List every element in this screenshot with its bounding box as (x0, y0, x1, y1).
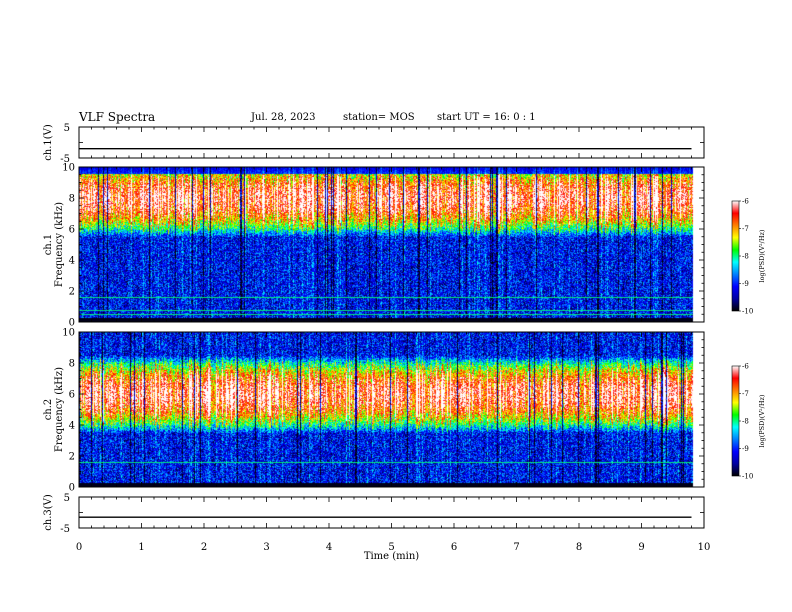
ch1-spectrogram-y-tick-label: 10 (62, 163, 75, 174)
ch3-voltage-y-tick-min: -5 (60, 524, 70, 535)
ch2-spectrogram-y-tick-label: 2 (69, 452, 75, 463)
ch1-spectrogram-y-tick-label: 6 (69, 225, 75, 236)
ch2-spectrogram-y-tick-label: 10 (62, 328, 75, 339)
ch3-voltage-y-tick-max: 5 (64, 493, 70, 504)
ch2-spectrogram-ylabel-frequency: Frequency (kHz) (54, 367, 65, 452)
ch1-colorbar-tick-label: -9 (742, 280, 749, 288)
ch2-spectrogram-ylabel-channel: ch.2 (43, 399, 54, 421)
figure-title: VLF Spectra (79, 110, 156, 124)
ch2-colorbar-tick-label: -7 (742, 390, 749, 398)
x-tick-label: 10 (698, 542, 711, 553)
ch1-colorbar-tick-label: -7 (742, 225, 749, 233)
date-label: Jul. 28, 2023 (251, 112, 316, 123)
ch1-colorbar-label: log(PSD)(V²/Hz) (758, 229, 766, 282)
ch2-colorbar-tick-label: -6 (742, 363, 749, 371)
ch2-colorbar-tick-label: -9 (742, 445, 749, 453)
ch1-spectrogram-ylabel-channel: ch.1 (43, 234, 54, 256)
ch1-voltage-ylabel: ch.1(V) (43, 124, 54, 161)
ch3-voltage-ylabel: ch.3(V) (43, 494, 54, 531)
ch1-colorbar-tick-label: -10 (742, 308, 753, 316)
station-label: station= MOS (343, 112, 415, 123)
ch1-colorbar-tick-label: -6 (742, 198, 749, 206)
ch2-spectrogram-y-tick-label: 8 (69, 359, 75, 370)
x-tick-label: 8 (576, 542, 582, 553)
ch1-spectrogram-y-tick-label: 0 (69, 318, 75, 329)
ch2-spectrogram-y-tick-label: 4 (69, 421, 75, 432)
ch2-spectrogram-y-tick-label: 6 (69, 390, 75, 401)
spectrogram-image (79, 167, 704, 322)
x-tick-label: 2 (201, 542, 207, 553)
ch2-colorbar (731, 365, 740, 477)
x-axis-label: Time (min) (364, 551, 419, 562)
x-tick-label: 5 (388, 542, 394, 553)
x-tick-label: 3 (263, 542, 269, 553)
ch1-spectrogram-y-tick-label: 4 (69, 256, 75, 267)
ch2-colorbar-tick-label: -10 (742, 473, 753, 481)
x-tick-label: 0 (76, 542, 82, 553)
ch1-spectrogram-y-tick-label: 8 (69, 194, 75, 205)
x-tick-label: 4 (326, 542, 332, 553)
ch2-colorbar-label: log(PSD)(V²/Hz) (758, 394, 766, 447)
ch1-spectrogram-ylabel-frequency: Frequency (kHz) (54, 202, 65, 287)
ch1-colorbar (731, 200, 740, 312)
x-tick-label: 7 (513, 542, 519, 553)
ch2-spectrogram-y-tick-label: 0 (69, 483, 75, 494)
start-time-label: start UT = 16: 0 : 1 (437, 112, 536, 123)
spectrogram-image (79, 332, 704, 487)
ch1-voltage-y-tick-min: -5 (60, 154, 70, 165)
ch2-colorbar-tick-label: -8 (742, 418, 749, 426)
ch1-spectrogram-y-tick-label: 2 (69, 287, 75, 298)
x-tick-label: 6 (451, 542, 457, 553)
ch1-voltage-y-tick-max: 5 (64, 123, 70, 134)
x-tick-label: 9 (638, 542, 644, 553)
ch1-colorbar-tick-label: -8 (742, 253, 749, 261)
x-tick-label: 1 (138, 542, 144, 553)
